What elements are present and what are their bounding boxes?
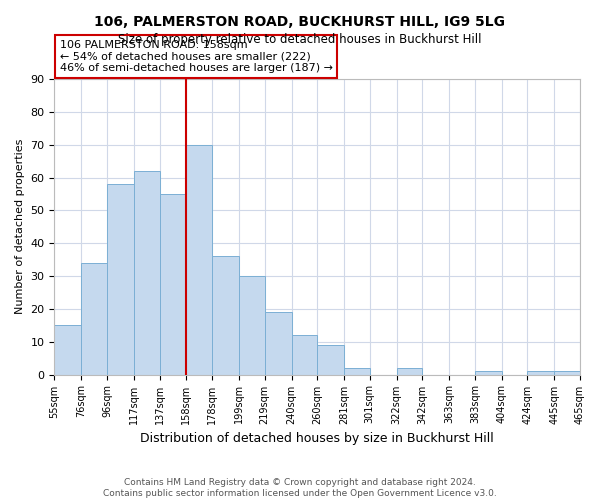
Y-axis label: Number of detached properties: Number of detached properties — [15, 139, 25, 314]
Bar — [265, 312, 292, 374]
Bar — [160, 194, 187, 374]
Bar — [317, 345, 344, 374]
Bar — [292, 335, 317, 374]
Bar — [344, 368, 370, 374]
Bar — [107, 184, 134, 374]
Bar — [554, 372, 580, 374]
Bar — [82, 263, 107, 374]
Text: 106 PALMERSTON ROAD: 158sqm
← 54% of detached houses are smaller (222)
46% of se: 106 PALMERSTON ROAD: 158sqm ← 54% of det… — [59, 40, 332, 73]
Bar — [527, 372, 554, 374]
Text: Size of property relative to detached houses in Buckhurst Hill: Size of property relative to detached ho… — [118, 32, 482, 46]
Bar — [397, 368, 422, 374]
Text: Contains HM Land Registry data © Crown copyright and database right 2024.
Contai: Contains HM Land Registry data © Crown c… — [103, 478, 497, 498]
Bar — [239, 276, 265, 374]
Bar — [212, 256, 239, 374]
Bar — [187, 144, 212, 374]
Bar — [134, 171, 160, 374]
Bar — [55, 326, 82, 374]
Text: 106, PALMERSTON ROAD, BUCKHURST HILL, IG9 5LG: 106, PALMERSTON ROAD, BUCKHURST HILL, IG… — [95, 15, 505, 29]
Bar — [475, 372, 502, 374]
X-axis label: Distribution of detached houses by size in Buckhurst Hill: Distribution of detached houses by size … — [140, 432, 494, 445]
